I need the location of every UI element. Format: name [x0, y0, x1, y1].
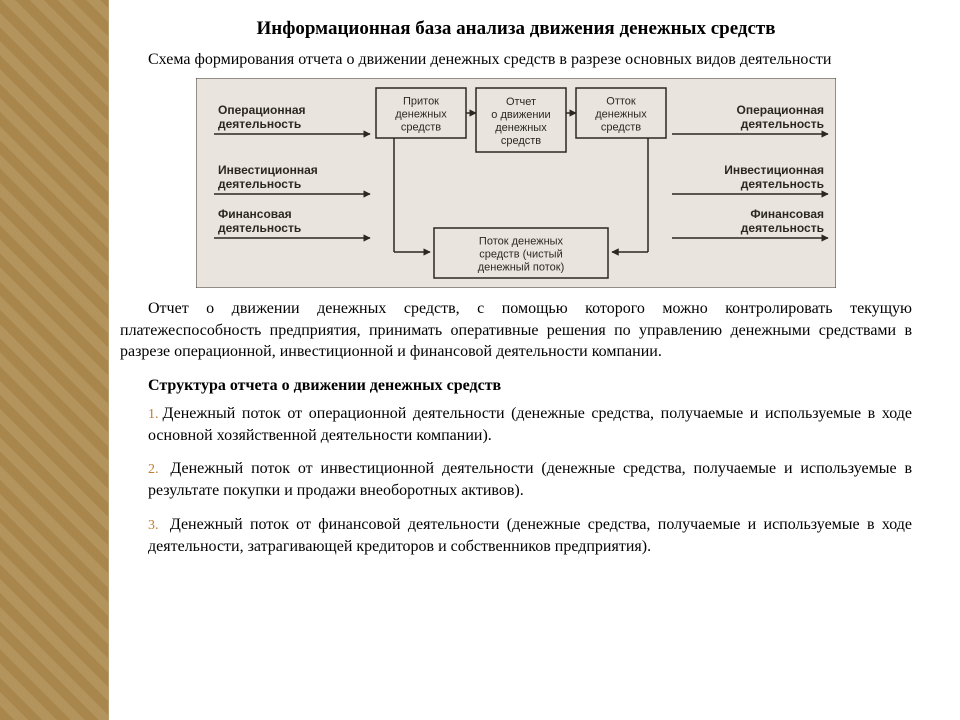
list-item: 2. Денежный поток от инвестиционной деят… — [148, 458, 912, 501]
svg-text:Финансовая: Финансовая — [750, 207, 824, 221]
svg-text:средств: средств — [401, 122, 441, 134]
svg-text:Операционная: Операционная — [736, 103, 824, 117]
svg-text:о движении: о движении — [491, 109, 550, 121]
list-item-text: Денежный поток от инвестиционной деятель… — [148, 460, 912, 499]
svg-text:Отчет: Отчет — [506, 96, 536, 108]
list-item: 3. Денежный поток от финансовой деятельн… — [148, 514, 912, 557]
svg-text:денежных: денежных — [495, 122, 547, 134]
svg-text:Инвестиционная: Инвестиционная — [724, 163, 824, 177]
svg-text:средств (чистый: средств (чистый — [479, 249, 562, 261]
svg-text:Финансовая: Финансовая — [218, 207, 292, 221]
svg-text:денежных: денежных — [595, 109, 647, 121]
cashflow-diagram: ОперационнаядеятельностьИнвестиционнаяде… — [196, 78, 836, 288]
list-item: 1.Денежный поток от операционной деятель… — [148, 403, 912, 446]
lead-paragraph: Схема формирования отчета о движении ден… — [120, 50, 912, 70]
side-decoration — [0, 0, 109, 720]
list-marker: 2. — [148, 462, 159, 477]
svg-text:Инвестиционная: Инвестиционная — [218, 163, 318, 177]
svg-text:деятельность: деятельность — [741, 221, 824, 235]
diagram-container: ОперационнаядеятельностьИнвестиционнаяде… — [120, 78, 912, 288]
list-item-text: Денежный поток от операционной деятельно… — [148, 405, 912, 444]
svg-text:денежных: денежных — [395, 109, 447, 121]
slide-content: Информационная база анализа движения ден… — [120, 18, 940, 708]
svg-text:Отток: Отток — [606, 96, 636, 108]
svg-text:Приток: Приток — [403, 96, 439, 108]
svg-text:деятельность: деятельность — [218, 117, 301, 131]
svg-text:деятельность: деятельность — [218, 177, 301, 191]
svg-text:денежный поток): денежный поток) — [478, 262, 565, 274]
svg-text:деятельность: деятельность — [741, 117, 824, 131]
list-item-text: Денежный поток от финансовой деятельност… — [148, 516, 912, 555]
list-marker: 1. — [148, 407, 159, 422]
svg-text:деятельность: деятельность — [218, 221, 301, 235]
page-title: Информационная база анализа движения ден… — [120, 18, 912, 40]
svg-text:средств: средств — [601, 122, 641, 134]
svg-text:Операционная: Операционная — [218, 103, 306, 117]
numbered-list: 1.Денежный поток от операционной деятель… — [120, 403, 912, 557]
section-subheading: Структура отчета о движении денежных сре… — [148, 377, 912, 395]
list-marker: 3. — [148, 518, 159, 533]
body-paragraph: Отчет о движении денежных средств, с пом… — [120, 298, 912, 363]
svg-text:Поток денежных: Поток денежных — [479, 236, 564, 248]
svg-text:деятельность: деятельность — [741, 177, 824, 191]
svg-text:средств: средств — [501, 135, 541, 147]
